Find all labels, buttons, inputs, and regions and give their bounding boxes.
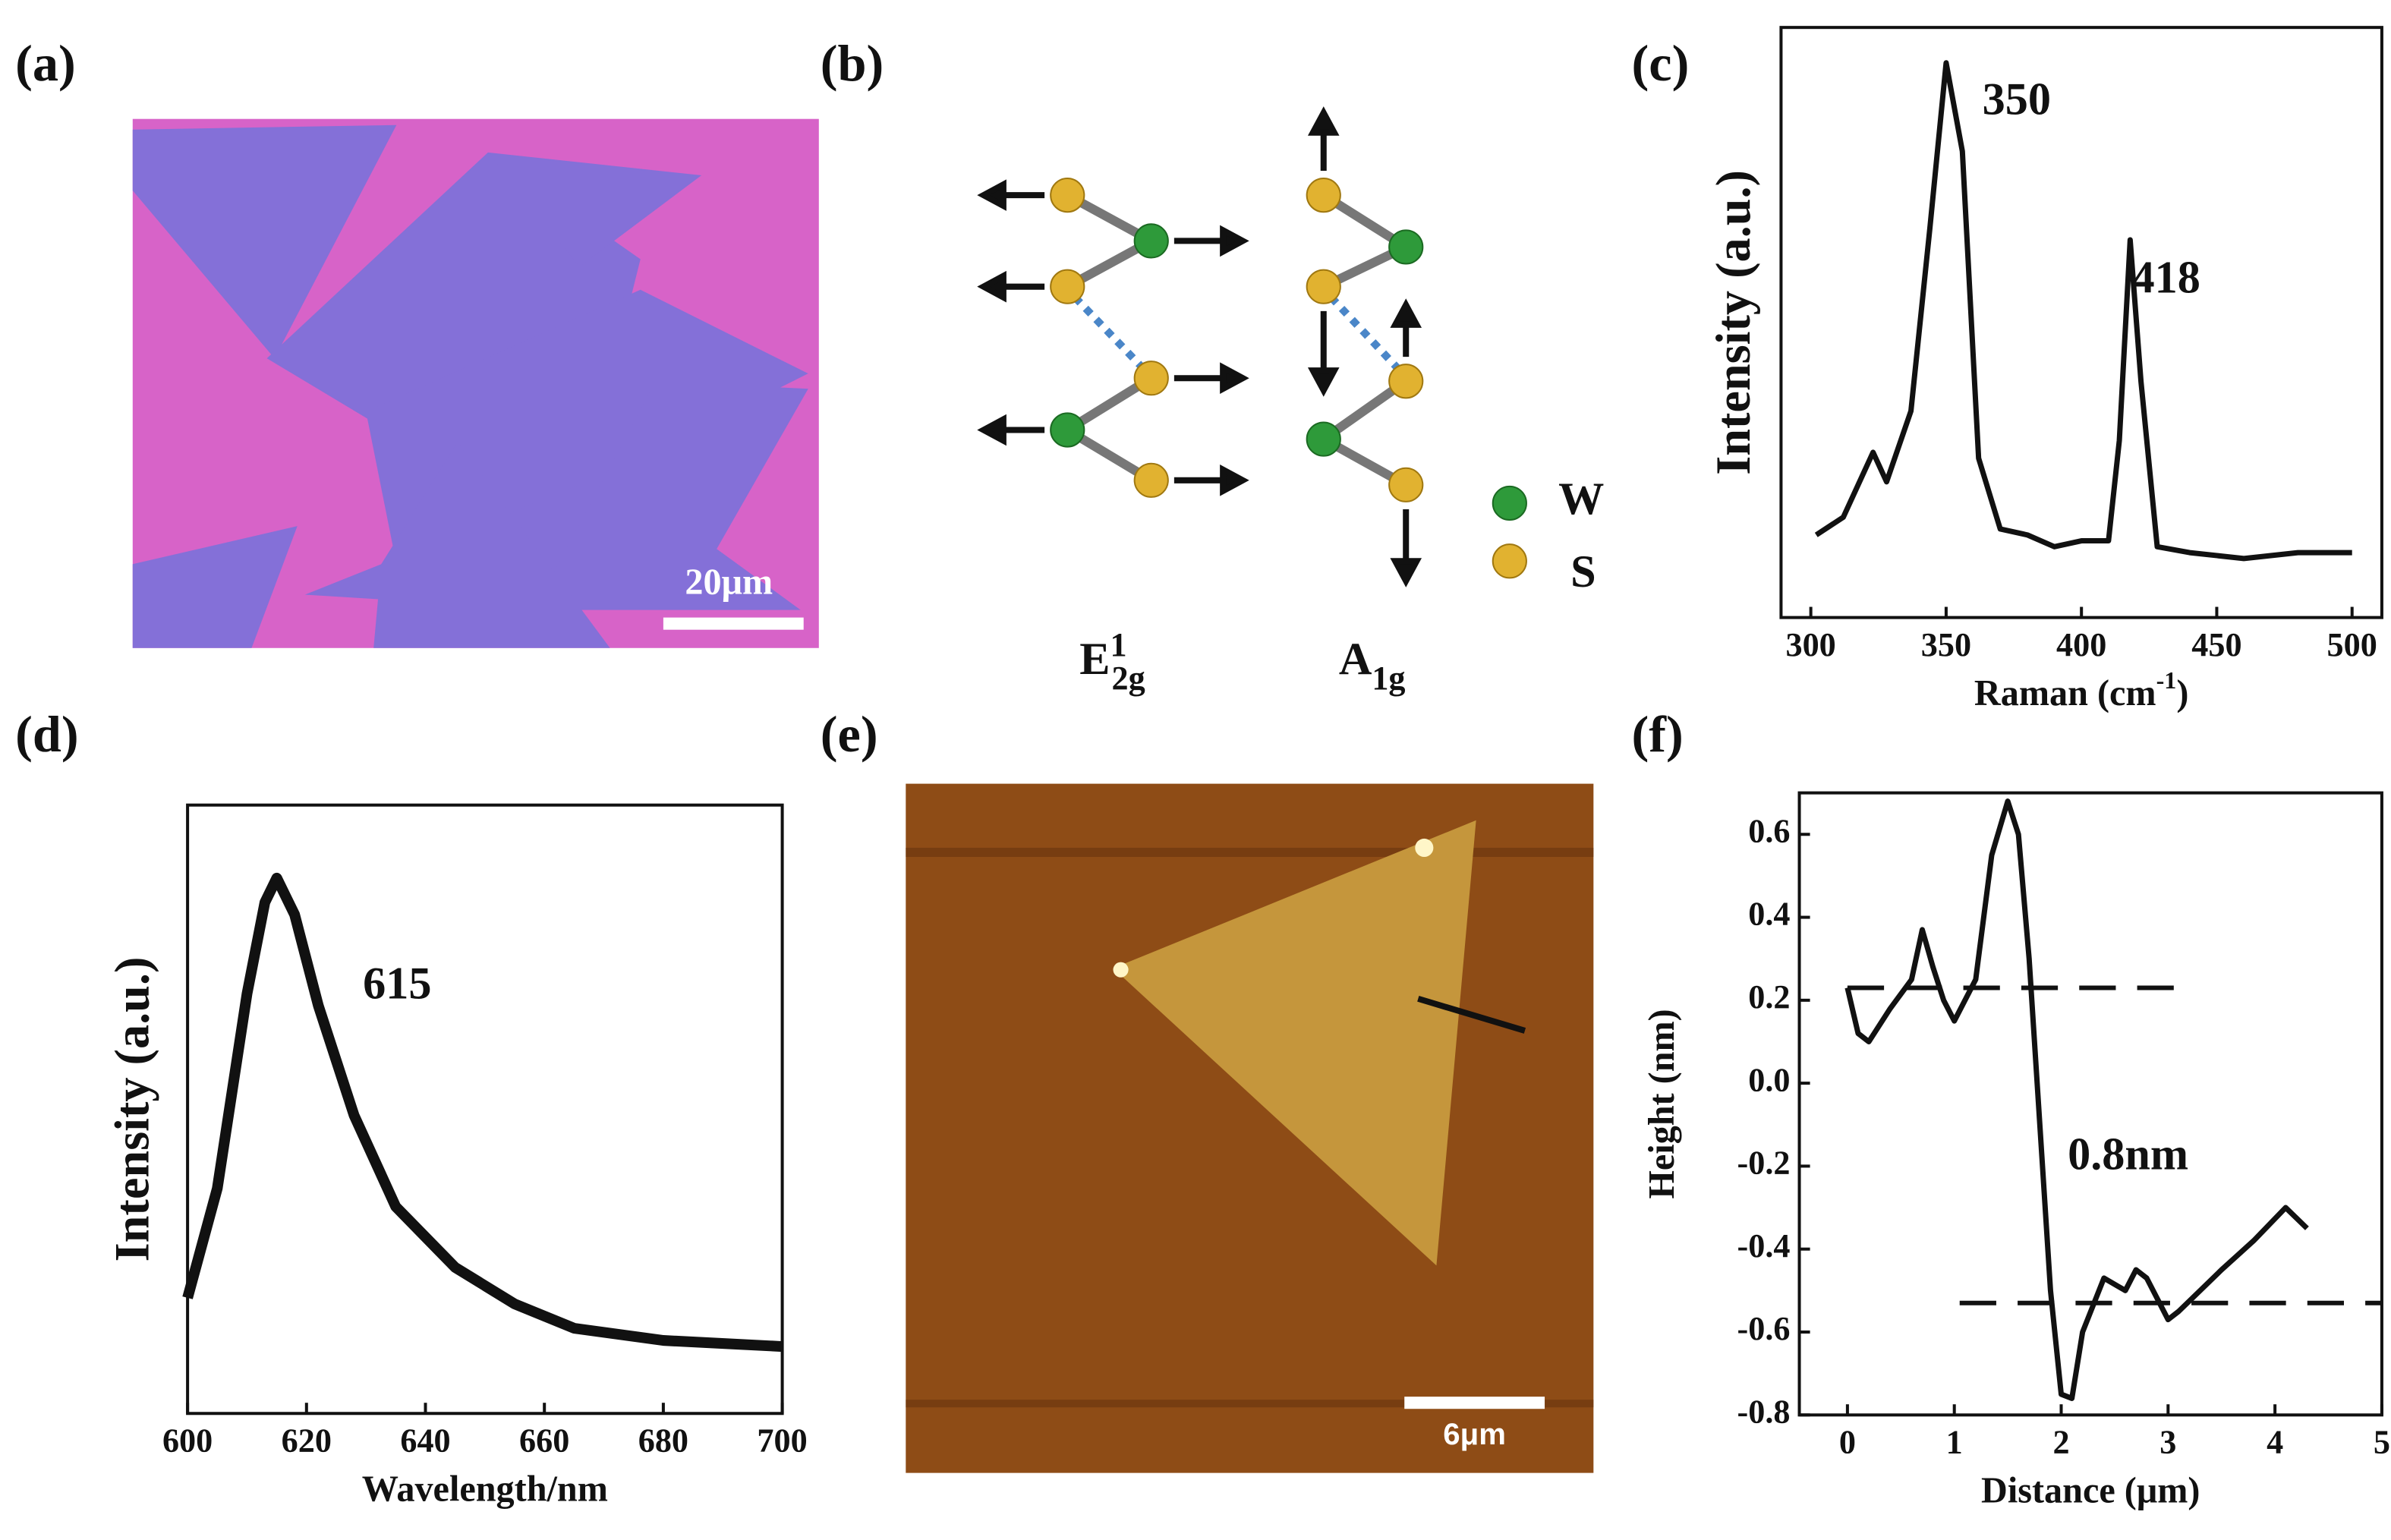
mode-sub: 1g [1372,660,1405,697]
data-line [1814,60,2352,562]
y-axis-label: Height (nm) [1642,1009,1682,1198]
x-tick-label: 5 [2374,1424,2390,1461]
annotation: 350 [1983,74,2051,124]
x-tick-label: 300 [1786,626,1836,663]
plot-frame [186,803,784,1416]
x-axis-label-sup: -1 [2156,666,2177,694]
y-tick-label: -0.8 [1737,1393,1791,1430]
mode-label: E1 2g [1079,626,1145,697]
x-axis-label-text: Wavelength/nm [362,1469,608,1510]
x-axis-label: Raman (cm-1) [1974,666,2188,713]
x-tick-label: 4 [2267,1424,2283,1461]
mode-sup: 1 [1110,626,1127,663]
y-tick-label: -0.6 [1737,1310,1791,1347]
mode-diagram: W S E1 2g A1g [977,106,1604,697]
y-tick-label: -0.2 [1737,1145,1791,1182]
plot-frame [1779,26,2383,619]
annotation: 418 [2131,252,2200,303]
y-tick-label: 0.6 [1748,812,1790,849]
x-tick-label: 3 [2159,1424,2176,1461]
panel-label: (b) [821,34,884,92]
scale-bar-label: 6μm [1443,1417,1506,1451]
x-tick-label: 400 [2056,626,2106,663]
x-axis-label: Distance (μm) [1981,1471,2200,1511]
x-axis-label-text: Distance (μm) [1981,1471,2200,1511]
x-tick-label: 0 [1839,1424,1856,1461]
x-tick-label: 1 [1946,1424,1963,1461]
y-axis-label: Intensity (a.u.) [1706,170,1760,475]
panel-label: (f) [1632,705,1684,763]
legend-label: W [1558,474,1604,524]
x-tick-label: 660 [519,1422,569,1460]
afm-image: 6μm [906,783,1594,1473]
legend-label: S [1570,546,1596,597]
panel-label: (e) [821,705,878,763]
data-line [1844,798,2309,1401]
panel-label: (d) [15,705,78,763]
mode-base: A [1339,634,1372,685]
x-tick-label: 450 [2191,626,2241,663]
plot-frame [1797,791,2383,1417]
x-axis-label: Wavelength/nm [362,1469,608,1510]
x-tick-label: 350 [1921,626,1971,663]
mode-base: E [1079,634,1110,685]
x-tick-label: 680 [638,1422,688,1460]
x-axis-label-tail: ) [2176,673,2188,713]
data-line [182,872,783,1353]
mode-sub: 2g [1112,660,1145,697]
optical-image: 20μm [132,118,819,648]
x-axis-label-text: Raman (cm [1974,673,2156,713]
scale-bar-label: 20μm [685,562,773,602]
x-tick-label: 640 [400,1422,450,1460]
x-tick-label: 500 [2327,626,2377,663]
mode-label: A1g [1339,634,1406,697]
y-tick-label: 0.2 [1748,978,1790,1016]
y-tick-label: 0.4 [1748,896,1790,933]
x-tick-label: 700 [757,1422,807,1460]
annotation: 615 [363,959,431,1009]
x-tick-label: 600 [162,1422,213,1460]
x-tick-label: 620 [282,1422,332,1460]
panel-label: (a) [15,34,76,92]
x-tick-label: 2 [2052,1424,2069,1461]
y-tick-label: 0.0 [1748,1061,1790,1098]
panel-label: (c) [1632,34,1690,92]
annotation: 0.8nm [2068,1129,2188,1180]
y-axis-label: Intensity (a.u.) [106,957,159,1262]
y-tick-label: -0.4 [1737,1227,1791,1264]
